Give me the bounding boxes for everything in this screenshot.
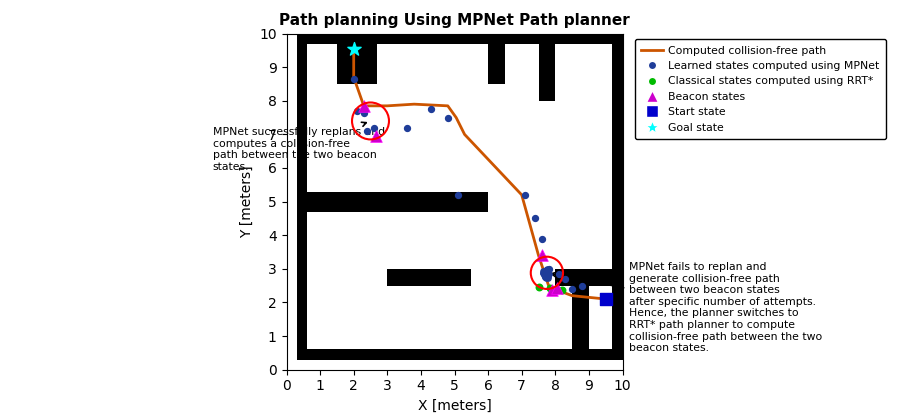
- Point: [518, 192, 533, 198]
- Point: [531, 284, 545, 291]
- Point: [552, 270, 566, 277]
- Point: [535, 270, 550, 276]
- Point: [541, 273, 555, 279]
- Point: [366, 124, 381, 131]
- Point: [350, 108, 365, 114]
- Point: [441, 114, 455, 121]
- Point: [540, 271, 554, 278]
- Bar: [296, 34, 623, 44]
- Bar: [572, 276, 589, 360]
- Point: [541, 265, 555, 272]
- Point: [346, 45, 361, 52]
- Bar: [613, 34, 623, 360]
- Point: [540, 272, 554, 279]
- Point: [400, 124, 415, 131]
- Point: [538, 275, 553, 281]
- Bar: [538, 34, 555, 101]
- Point: [539, 266, 554, 273]
- Point: [564, 286, 579, 292]
- Bar: [488, 34, 504, 84]
- Point: [537, 271, 552, 278]
- Point: [541, 270, 555, 277]
- Point: [536, 268, 551, 275]
- Bar: [555, 269, 613, 286]
- Point: [554, 286, 569, 293]
- Point: [598, 296, 613, 302]
- Point: [356, 102, 371, 109]
- Point: [541, 273, 555, 280]
- Point: [537, 274, 552, 281]
- Point: [538, 269, 553, 276]
- Bar: [405, 34, 421, 44]
- Point: [356, 109, 371, 116]
- Text: MPNet fails to replan and
generate collision-free path
between two beacon states: MPNet fails to replan and generate colli…: [552, 262, 823, 353]
- Point: [537, 273, 552, 280]
- Y-axis label: Y [meters]: Y [meters]: [240, 165, 254, 238]
- Bar: [296, 34, 306, 360]
- Point: [528, 215, 543, 222]
- Bar: [337, 34, 377, 84]
- Legend: Computed collision-free path, Learned states computed using MPNet, Classical sta: Computed collision-free path, Learned st…: [634, 39, 886, 139]
- Point: [543, 285, 557, 291]
- Point: [368, 133, 383, 139]
- Title: Path planning Using MPNet Path planner: Path planning Using MPNet Path planner: [279, 13, 630, 28]
- Point: [558, 276, 573, 282]
- Bar: [387, 269, 471, 286]
- Point: [536, 268, 551, 274]
- Point: [536, 270, 551, 276]
- Bar: [296, 349, 623, 360]
- Point: [534, 252, 549, 259]
- Point: [539, 270, 554, 276]
- X-axis label: X [meters]: X [meters]: [417, 399, 492, 413]
- Text: MPNet successfully replans and
computes a collision-free
path between the two be: MPNet successfully replans and computes …: [213, 122, 385, 172]
- Point: [346, 76, 361, 82]
- Point: [536, 270, 551, 277]
- Point: [535, 268, 550, 275]
- Bar: [471, 192, 488, 212]
- Point: [550, 285, 564, 291]
- Point: [360, 128, 375, 134]
- Point: [540, 275, 554, 281]
- Point: [534, 235, 549, 242]
- Point: [574, 282, 589, 289]
- Point: [424, 106, 438, 113]
- Point: [544, 286, 559, 293]
- Point: [539, 267, 554, 274]
- Bar: [296, 192, 482, 212]
- Point: [451, 192, 465, 198]
